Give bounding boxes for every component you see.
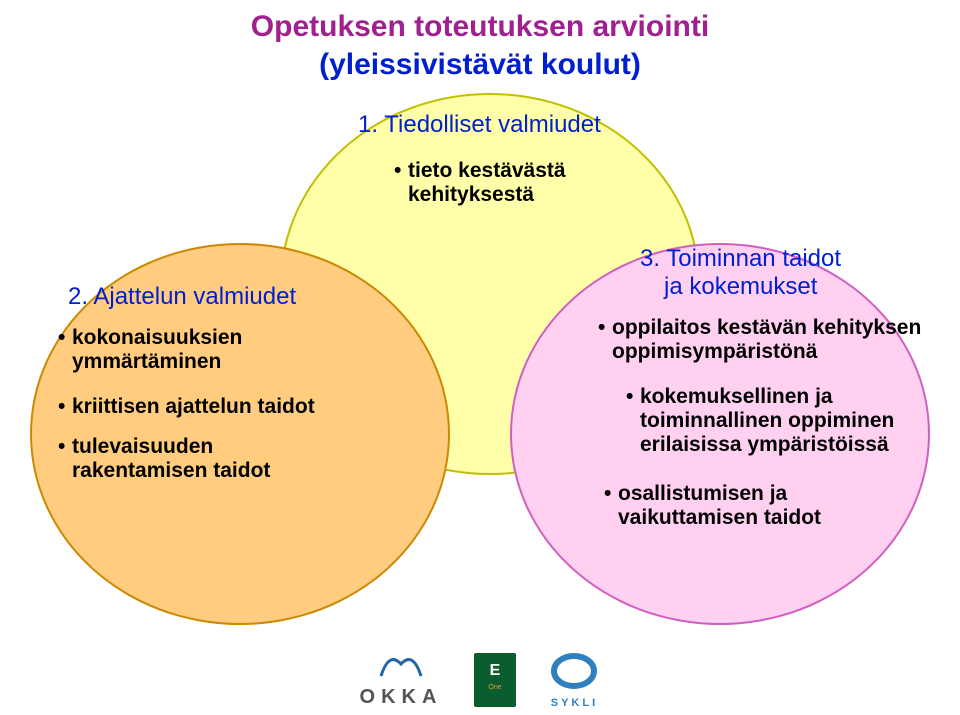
top-bullet-1: tieto kestävästä kehityksestä: [408, 159, 566, 207]
right-bullet-3: osallistumisen ja vaikuttamisen taidot: [618, 482, 821, 530]
left-bullet-1: kokonaisuuksien ymmärtäminen: [72, 326, 242, 374]
logo-okka: OKKA: [360, 646, 443, 709]
heading-right: 3. Toiminnan taidot ja kokemukset: [640, 245, 841, 301]
title-line1: Opetuksen toteutuksen arviointi: [0, 8, 960, 46]
heading-top: 1. Tiedolliset valmiudet: [358, 111, 601, 139]
page-title: Opetuksen toteutuksen arviointi (yleissi…: [0, 8, 960, 83]
title-line2: (yleissivistävät koulut): [0, 46, 960, 84]
okka-icon: [371, 646, 431, 686]
logo-ecoone: E One: [472, 651, 518, 709]
left-bullet-2: kriittisen ajattelun taidot: [72, 395, 315, 419]
svg-text:One: One: [489, 684, 502, 691]
svg-text:E: E: [490, 662, 501, 679]
sykli-icon: [548, 651, 600, 697]
left-bullet-3: tulevaisuuden rakentamisen taidot: [72, 435, 270, 483]
logo-row: OKKA E One SYKLI: [0, 646, 960, 709]
venn-diagram: 1. Tiedolliset valmiudet tieto kestäväst…: [0, 93, 960, 633]
ecoone-icon: E One: [472, 651, 518, 709]
right-bullet-1: oppilaitos kestävän kehityksen oppimisym…: [612, 316, 921, 364]
right-bullet-2: kokemuksellinen ja toiminnallinen oppimi…: [640, 385, 894, 457]
logo-sykli: SYKLI: [548, 651, 600, 709]
heading-left: 2. Ajattelun valmiudet: [68, 283, 296, 311]
